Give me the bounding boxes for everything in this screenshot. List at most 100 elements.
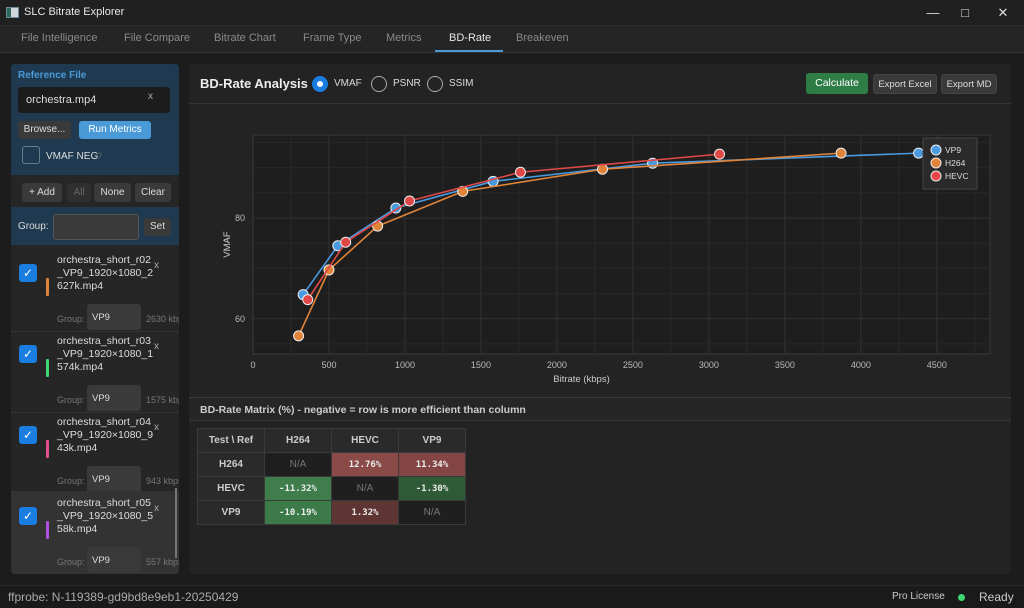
- bd-rate-matrix: Test \ Ref H264 HEVC VP9 H264 N/A 12.76%…: [197, 428, 466, 525]
- title-bar: SLC Bitrate Explorer — □ ✕: [0, 0, 1024, 26]
- data-point-h264: [293, 330, 305, 342]
- tab-frame-type[interactable]: Frame Type: [303, 32, 362, 44]
- file-color-swatch: [46, 440, 49, 458]
- file-checkbox[interactable]: ✓: [19, 426, 37, 444]
- maximize-button[interactable]: □: [961, 5, 969, 20]
- legend-marker: [930, 144, 942, 156]
- data-point-h264: [372, 220, 384, 232]
- file-group-label: Group:: [57, 476, 85, 486]
- matrix-column-header: H264: [264, 428, 332, 453]
- page-title: BD-Rate Analysis: [200, 76, 308, 91]
- tab-bitrate-chart[interactable]: Bitrate Chart: [214, 32, 276, 44]
- x-tick-label: 500: [321, 360, 336, 370]
- vmaf-neg-checkbox[interactable]: [22, 146, 40, 164]
- add-button[interactable]: + Add: [22, 183, 62, 202]
- data-point-hevc: [302, 294, 314, 306]
- file-name: orchestra_short_r02_VP9_1920×1080_2627k.…: [57, 254, 154, 292]
- y-tick-label: 80: [235, 213, 245, 223]
- data-point-hevc: [514, 166, 526, 178]
- legend-label: HEVC: [945, 171, 969, 181]
- remove-file-button[interactable]: x: [154, 260, 159, 271]
- none-button[interactable]: None: [94, 183, 131, 202]
- reference-file-input[interactable]: orchestra.mp4 x: [18, 87, 170, 113]
- tab-bar: File Intelligence File Compare Bitrate C…: [0, 26, 1024, 53]
- clear-button[interactable]: Clear: [135, 183, 171, 202]
- matrix-row-header: H264: [197, 452, 265, 477]
- file-group-input[interactable]: VP9: [87, 466, 141, 492]
- series-line-vp9: [302, 152, 919, 296]
- x-tick-label: 1500: [471, 360, 491, 370]
- file-list-item[interactable]: ✓ orchestra_short_r04_VP9_1920×1080_943k…: [11, 410, 179, 494]
- file-color-swatch: [46, 278, 49, 296]
- matrix-cell: N/A: [264, 452, 332, 477]
- remove-file-button[interactable]: x: [154, 503, 159, 514]
- radio-ssim[interactable]: [427, 76, 443, 92]
- y-tick-label: 60: [235, 314, 245, 324]
- x-tick-label: 4000: [851, 360, 871, 370]
- scrollbar[interactable]: [175, 488, 177, 558]
- reference-file-value: orchestra.mp4: [26, 94, 97, 106]
- matrix-cell: -1.30%: [398, 476, 466, 501]
- data-point-hevc: [714, 148, 726, 160]
- status-bar: ffprobe: N-119389-gd9bd8e9eb1-20250429 P…: [0, 585, 1024, 608]
- matrix-cell: -10.19%: [264, 500, 332, 525]
- file-checkbox[interactable]: ✓: [19, 507, 37, 525]
- tab-breakeven[interactable]: Breakeven: [516, 32, 569, 44]
- tab-bd-rate[interactable]: BD-Rate: [449, 32, 492, 44]
- file-name: orchestra_short_r05_VP9_1920×1080_558k.m…: [57, 497, 154, 535]
- run-metrics-button[interactable]: Run Metrics: [79, 121, 151, 139]
- matrix-cell: 12.76%: [331, 452, 399, 477]
- close-button[interactable]: ✕: [997, 5, 1009, 20]
- x-tick-label: 4500: [927, 360, 947, 370]
- export-md-button[interactable]: Export MD: [941, 74, 997, 94]
- matrix-title: BD-Rate Matrix (%) - negative = row is m…: [200, 404, 526, 416]
- file-list-item[interactable]: ✓ orchestra_short_r05_VP9_1920×1080_558k…: [11, 491, 179, 574]
- ffprobe-version: ffprobe: N-119389-gd9bd8e9eb1-20250429: [8, 590, 239, 604]
- file-bitrate: 1575 kbps: [146, 395, 179, 405]
- tab-file-compare[interactable]: File Compare: [124, 32, 191, 44]
- export-excel-button[interactable]: Export Excel: [873, 74, 937, 94]
- tab-metrics[interactable]: Metrics: [386, 32, 422, 44]
- file-checkbox[interactable]: ✓: [19, 264, 37, 282]
- file-checkbox[interactable]: ✓: [19, 345, 37, 363]
- help-icon[interactable]: ?: [97, 151, 103, 161]
- radio-vmaf-label: VMAF: [334, 78, 362, 89]
- license-label: Pro License: [892, 591, 945, 602]
- radio-ssim-label: SSIM: [449, 78, 474, 89]
- radio-vmaf[interactable]: [312, 76, 328, 92]
- browse-button[interactable]: Browse...: [18, 121, 71, 139]
- clear-reference-button[interactable]: x: [148, 91, 153, 102]
- file-group-input[interactable]: VP9: [87, 547, 141, 573]
- group-input[interactable]: [53, 214, 139, 240]
- x-tick-label: 3500: [775, 360, 795, 370]
- matrix-cell: N/A: [331, 476, 399, 501]
- file-bitrate: 2630 kbps: [146, 314, 179, 324]
- remove-file-button[interactable]: x: [154, 422, 159, 433]
- data-point-hevc: [404, 195, 416, 207]
- panel-header: BD-Rate Analysis VMAF PSNR SSIM Calculat…: [189, 64, 1011, 104]
- file-group-label: Group:: [57, 395, 85, 405]
- tab-file-intelligence[interactable]: File Intelligence: [21, 32, 98, 44]
- file-group-input[interactable]: VP9: [87, 304, 141, 330]
- remove-file-button[interactable]: x: [154, 341, 159, 352]
- file-list-item[interactable]: ✓ orchestra_short_r02_VP9_1920×1080_2627…: [11, 248, 179, 332]
- file-group-label: Group:: [57, 557, 85, 567]
- matrix-column-header: VP9: [398, 428, 466, 453]
- all-button[interactable]: All: [67, 183, 91, 202]
- radio-psnr[interactable]: [371, 76, 387, 92]
- sidebar: Reference File orchestra.mp4 x Browse...…: [11, 64, 179, 574]
- file-bitrate: 557 kbps: [146, 557, 179, 567]
- active-tab-indicator: [435, 50, 503, 52]
- series-line-h264: [297, 152, 842, 337]
- x-tick-label: 1000: [395, 360, 415, 370]
- matrix-header: BD-Rate Matrix (%) - negative = row is m…: [189, 397, 1011, 421]
- file-group-input[interactable]: VP9: [87, 385, 141, 411]
- data-point-hevc: [340, 236, 352, 248]
- x-tick-label: 2000: [547, 360, 567, 370]
- calculate-button[interactable]: Calculate: [806, 73, 868, 94]
- minimize-button[interactable]: —: [926, 5, 940, 20]
- file-list-item[interactable]: ✓ orchestra_short_r03_VP9_1920×1080_1574…: [11, 329, 179, 413]
- matrix-cell: 1.32%: [331, 500, 399, 525]
- set-group-button[interactable]: Set: [144, 218, 171, 236]
- file-list: ✓ orchestra_short_r02_VP9_1920×1080_2627…: [11, 248, 179, 574]
